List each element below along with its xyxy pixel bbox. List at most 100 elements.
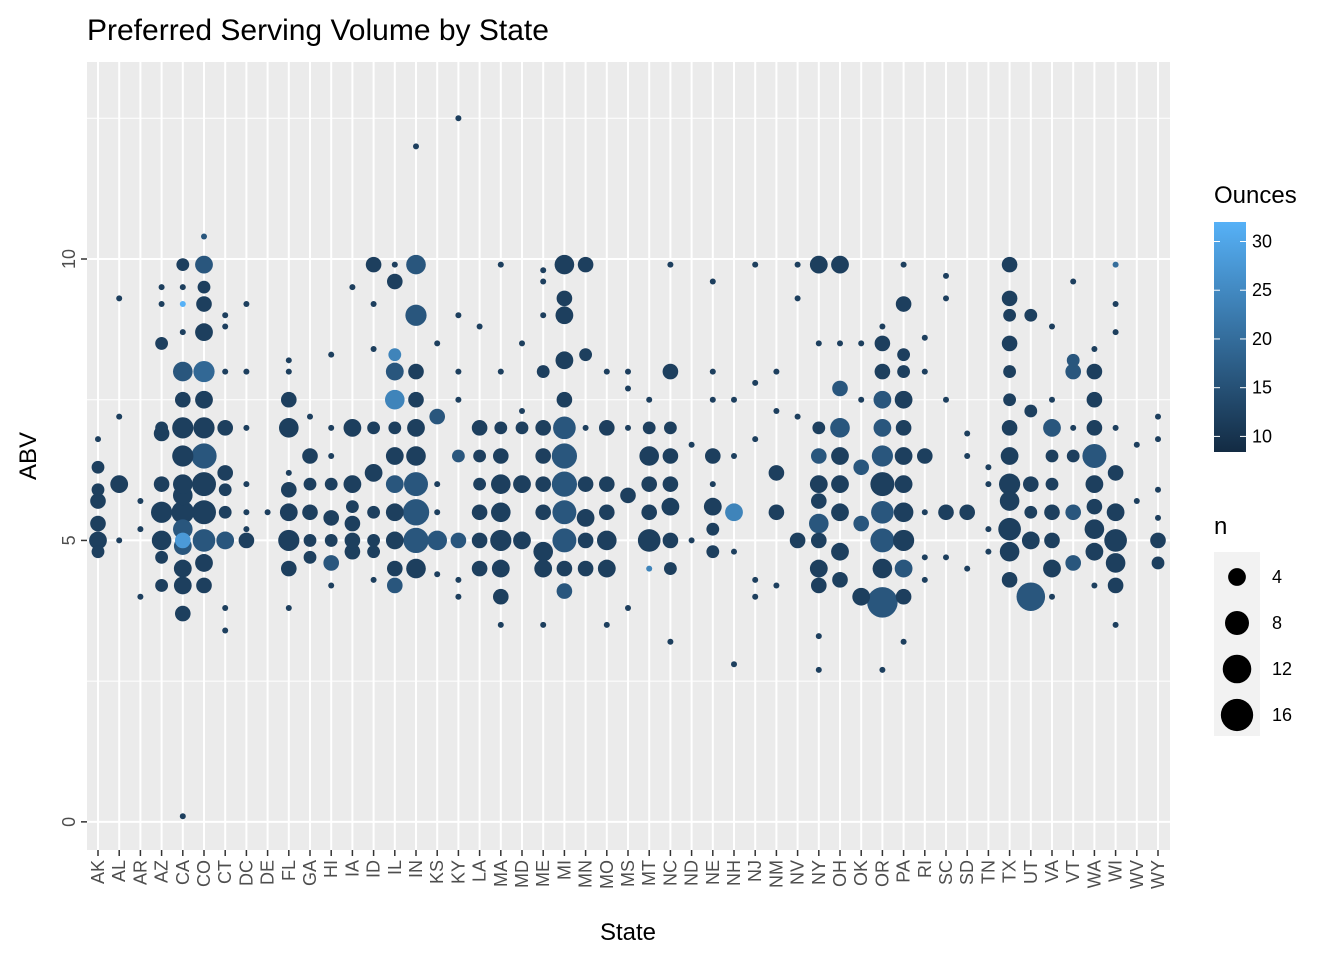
data-point xyxy=(328,351,335,358)
data-point xyxy=(553,416,576,440)
color-legend-label: 25 xyxy=(1252,280,1272,300)
data-point xyxy=(582,424,589,431)
data-point xyxy=(171,500,195,524)
x-tick-label: MT xyxy=(639,860,659,886)
data-point xyxy=(222,312,229,319)
data-point xyxy=(303,534,317,547)
data-point xyxy=(427,530,448,551)
data-point xyxy=(540,621,547,628)
x-tick-label: WI xyxy=(1106,860,1126,882)
data-point xyxy=(195,554,213,572)
data-point xyxy=(625,424,631,431)
size-legend-key xyxy=(1220,698,1254,732)
data-point xyxy=(116,295,123,302)
data-point xyxy=(1084,519,1105,539)
color-bar xyxy=(1214,222,1246,452)
data-point xyxy=(556,560,573,577)
x-tick-label: MN xyxy=(576,860,596,888)
data-point xyxy=(344,532,361,549)
data-point xyxy=(900,261,907,268)
data-point xyxy=(406,254,426,275)
data-point xyxy=(810,577,827,594)
data-point xyxy=(173,361,193,382)
data-point xyxy=(1001,572,1018,588)
data-point xyxy=(243,526,250,533)
x-tick-label: WV xyxy=(1127,860,1147,889)
data-point xyxy=(302,504,318,521)
data-point xyxy=(218,483,232,497)
data-point xyxy=(662,448,679,464)
data-point xyxy=(794,295,801,302)
data-point xyxy=(534,559,553,578)
data-point xyxy=(998,473,1021,495)
data-point xyxy=(1045,477,1059,491)
x-tick-label: CO xyxy=(194,860,214,887)
x-tick-label: IN xyxy=(406,860,426,878)
data-point xyxy=(858,396,865,403)
data-point xyxy=(598,476,615,492)
data-point xyxy=(870,528,895,553)
data-point xyxy=(964,565,971,572)
data-point xyxy=(688,441,695,448)
data-point xyxy=(773,407,780,414)
data-point xyxy=(179,284,186,291)
data-point xyxy=(1151,556,1165,570)
data-point xyxy=(89,531,107,550)
data-point xyxy=(370,576,377,583)
data-point xyxy=(667,261,674,268)
data-point xyxy=(872,558,893,579)
size-legend-key xyxy=(1225,611,1249,635)
data-point xyxy=(597,530,617,551)
data-point xyxy=(197,280,211,294)
x-tick-label: FL xyxy=(279,860,299,881)
data-point xyxy=(174,391,191,408)
data-point xyxy=(892,529,915,552)
data-point xyxy=(137,526,144,533)
data-point xyxy=(307,413,313,420)
data-point xyxy=(195,390,213,409)
color-legend-label: 15 xyxy=(1252,378,1272,398)
data-point xyxy=(1001,335,1018,352)
data-point xyxy=(243,481,250,488)
data-point xyxy=(1066,353,1080,367)
data-point xyxy=(367,421,380,435)
data-point xyxy=(473,477,486,491)
color-legend-label: 20 xyxy=(1252,329,1272,349)
data-point xyxy=(831,475,849,494)
data-point xyxy=(1070,278,1077,285)
data-point xyxy=(434,509,441,516)
data-point xyxy=(943,272,949,279)
data-point xyxy=(853,515,870,532)
data-point xyxy=(455,576,462,583)
x-tick-label: MA xyxy=(491,860,511,887)
data-point xyxy=(413,143,419,150)
data-point xyxy=(832,572,848,588)
data-point xyxy=(1106,503,1125,522)
data-point xyxy=(158,284,165,291)
data-point xyxy=(579,348,592,362)
data-point xyxy=(831,503,849,522)
data-point xyxy=(497,621,504,628)
data-point xyxy=(794,413,801,420)
data-point xyxy=(873,390,892,409)
data-point xyxy=(1091,582,1098,589)
data-point xyxy=(577,256,594,273)
data-point xyxy=(150,501,173,523)
data-point xyxy=(1000,447,1019,465)
x-tick-label: MS xyxy=(618,860,638,887)
data-point xyxy=(1045,449,1059,463)
data-point xyxy=(768,465,785,481)
data-point xyxy=(985,481,992,488)
x-tick-label: TX xyxy=(1000,860,1020,883)
data-point xyxy=(243,509,250,516)
data-point xyxy=(1112,329,1119,336)
data-point xyxy=(709,278,716,285)
x-tick-label: OH xyxy=(830,860,850,887)
x-tick-label: WA xyxy=(1084,860,1104,888)
data-point xyxy=(1049,396,1055,403)
data-point xyxy=(943,396,949,403)
data-point xyxy=(540,312,547,319)
data-point xyxy=(1049,323,1055,330)
data-point xyxy=(1065,363,1082,380)
data-point xyxy=(879,666,886,673)
